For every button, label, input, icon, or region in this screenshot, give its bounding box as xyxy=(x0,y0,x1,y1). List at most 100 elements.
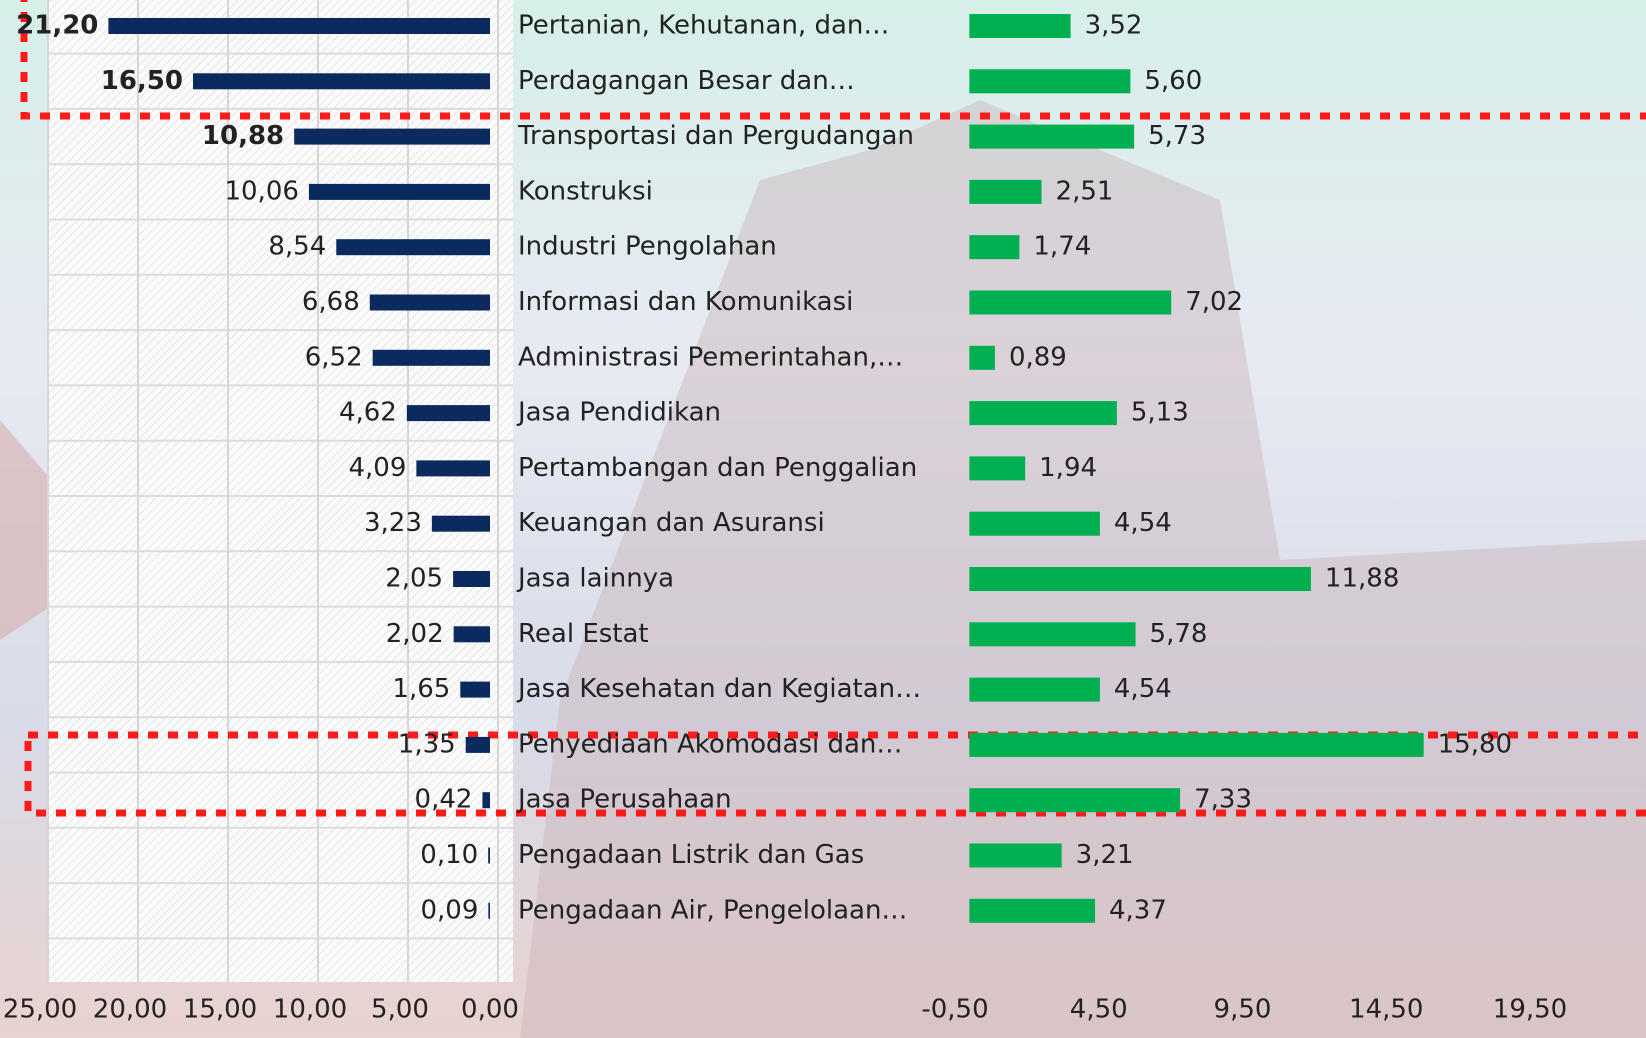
bar xyxy=(969,732,1424,757)
bar xyxy=(969,677,1100,702)
bar xyxy=(406,405,490,422)
value-label: 7,33 xyxy=(1194,785,1252,815)
value-label: 0,10 xyxy=(420,840,478,870)
value-label: 5,78 xyxy=(1150,619,1208,649)
category-label: Pertambangan dan Penggalian xyxy=(518,453,917,483)
highlight-box xyxy=(24,731,1646,817)
bar xyxy=(969,788,1181,813)
category-label: Jasa Perusahaan xyxy=(516,785,732,815)
bar xyxy=(488,902,490,919)
value-label: 10,06 xyxy=(224,176,298,206)
category-label: Jasa Pendidikan xyxy=(516,398,721,428)
x-tick-label: 14,50 xyxy=(1349,995,1423,1025)
x-tick-label: 15,00 xyxy=(183,995,257,1025)
category-label: Pengadaan Listrik dan Gas xyxy=(518,840,864,870)
category-label: Jasa Kesehatan dan Kegiatan… xyxy=(516,674,921,704)
x-tick-label: 20,00 xyxy=(93,995,167,1025)
x-tick-label: 0,00 xyxy=(461,995,519,1025)
bar xyxy=(969,345,995,370)
bar xyxy=(969,456,1026,481)
value-label: 5,13 xyxy=(1131,398,1189,428)
bar xyxy=(294,128,490,145)
bar xyxy=(431,515,490,532)
bar xyxy=(969,401,1117,426)
value-label: 4,54 xyxy=(1114,508,1172,538)
category-label: Pertanian, Kehutanan, dan… xyxy=(518,11,889,41)
category-label: Penyediaan Akomodasi dan… xyxy=(518,729,902,759)
value-label: 1,74 xyxy=(1033,232,1091,262)
bar xyxy=(453,626,490,643)
value-label: 4,62 xyxy=(339,398,397,428)
value-label: 4,54 xyxy=(1114,674,1172,704)
bar xyxy=(465,736,490,753)
x-tick-label: 4,50 xyxy=(1070,995,1128,1025)
value-label: 4,37 xyxy=(1109,895,1167,925)
value-label: 0,89 xyxy=(1009,342,1067,372)
value-label: 2,05 xyxy=(385,564,443,594)
category-label: Konstruksi xyxy=(518,176,653,206)
value-label: 2,51 xyxy=(1056,176,1114,206)
value-label: 0,42 xyxy=(415,785,473,815)
x-tick-label: 19,50 xyxy=(1493,995,1567,1025)
value-label: 1,94 xyxy=(1039,453,1097,483)
bar xyxy=(482,792,490,809)
bar xyxy=(969,622,1136,647)
bar xyxy=(488,847,490,864)
bar xyxy=(108,18,491,34)
x-tick-label: 25,00 xyxy=(3,995,77,1025)
bar xyxy=(969,124,1135,149)
category-label: Real Estat xyxy=(518,619,649,649)
value-label: 1,65 xyxy=(392,674,450,704)
bar xyxy=(336,239,490,256)
bar xyxy=(416,460,490,477)
x-tick-label: -0,50 xyxy=(921,995,988,1025)
value-label: 11,88 xyxy=(1325,564,1399,594)
x-tick-label: 10,00 xyxy=(273,995,347,1025)
bar xyxy=(969,290,1172,315)
value-label: 16,50 xyxy=(101,66,183,96)
x-tick-label: 5,00 xyxy=(371,995,429,1025)
bar xyxy=(969,843,1062,868)
bar xyxy=(969,235,1020,260)
value-label: 3,21 xyxy=(1076,840,1134,870)
category-label: Transportasi dan Pergudangan xyxy=(517,121,914,151)
category-label: Administrasi Pemerintahan,… xyxy=(518,342,903,372)
bar xyxy=(969,179,1042,204)
category-label: Keuangan dan Asuransi xyxy=(518,508,825,538)
value-label: 8,54 xyxy=(268,232,326,262)
value-label: 3,23 xyxy=(364,508,422,538)
bar xyxy=(969,511,1100,536)
bar xyxy=(969,567,1311,591)
value-label: 15,80 xyxy=(1438,729,1512,759)
bar xyxy=(969,69,1131,94)
category-label: Informasi dan Komunikasi xyxy=(518,287,853,317)
bar xyxy=(460,681,490,698)
value-label: 7,02 xyxy=(1185,287,1243,317)
value-label: 10,88 xyxy=(202,121,284,151)
bar xyxy=(372,349,490,366)
bar xyxy=(193,73,490,90)
bar xyxy=(969,14,1071,38)
value-label: 0,09 xyxy=(420,895,478,925)
value-label: 3,52 xyxy=(1085,11,1143,41)
bar xyxy=(969,898,1096,923)
value-label: 6,68 xyxy=(302,287,360,317)
category-label: Industri Pengolahan xyxy=(518,232,777,262)
category-label: Jasa lainnya xyxy=(516,564,674,594)
value-label: 6,52 xyxy=(305,342,363,372)
x-tick-label: 9,50 xyxy=(1214,995,1272,1025)
value-label: 5,60 xyxy=(1144,66,1202,96)
bar xyxy=(453,571,490,587)
value-label: 2,02 xyxy=(386,619,444,649)
bar xyxy=(308,183,490,200)
category-label: Pengadaan Air, Pengelolaan… xyxy=(518,895,907,925)
value-label: 4,09 xyxy=(348,453,406,483)
highlight-box xyxy=(20,0,1646,120)
value-label: 21,20 xyxy=(16,11,98,41)
value-label: 1,35 xyxy=(398,729,456,759)
value-label: 5,73 xyxy=(1148,121,1206,151)
bar xyxy=(369,294,490,311)
category-label: Perdagangan Besar dan… xyxy=(518,66,855,96)
